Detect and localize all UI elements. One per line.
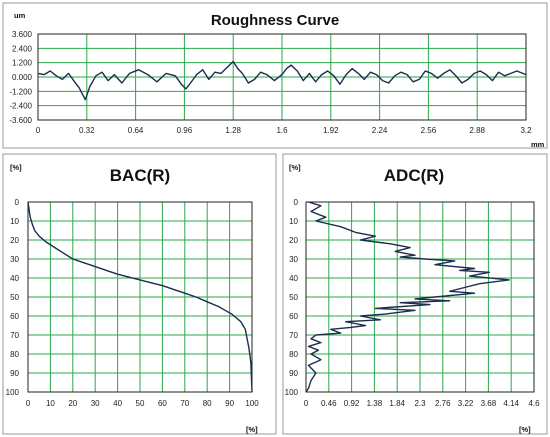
adc-x-tick-label: 3.22 (458, 399, 474, 408)
roughness-y-tick-label: 2.400 (12, 44, 33, 53)
bac-x-tick-label: 30 (91, 399, 100, 408)
roughness-x-tick-label: 0.96 (177, 126, 193, 135)
adc-y-tick-label: 40 (289, 274, 298, 283)
bac-x-tick-label: 100 (245, 399, 259, 408)
bac-y-tick-label: 40 (10, 274, 19, 283)
adc-x-tick-label: 2.76 (435, 399, 451, 408)
bac-plot-frame (27, 201, 253, 393)
adc-title: ADC(R) (384, 166, 444, 185)
roughness-x-tick-label: 0.64 (128, 126, 144, 135)
bac-x-tick-label: 20 (68, 399, 77, 408)
adc-y-tick-label: 80 (289, 350, 298, 359)
roughness-x-unit: mm (531, 140, 545, 149)
roughness-x-tick-label: 2.88 (469, 126, 485, 135)
roughness-x-tick-label: 1.28 (225, 126, 241, 135)
roughness-x-tick-label: 0.32 (79, 126, 95, 135)
roughness-x-tick-label: 2.24 (372, 126, 388, 135)
roughness-x-tick-label: 3.2 (520, 126, 532, 135)
adc-y-tick-label: 30 (289, 255, 298, 264)
bac-x-tick-label: 0 (26, 399, 31, 408)
roughness-x-tick-label: 0 (36, 126, 41, 135)
roughness-y-tick-label: 1.200 (12, 59, 33, 68)
bac-y-tick-label: 80 (10, 350, 19, 359)
roughness-x-tick-label: 1.6 (276, 126, 288, 135)
bac-x-tick-label: 90 (225, 399, 234, 408)
bac-panel: BAC(R) [%] [%] 0 10 20 30 40 50 60 70 80 90 100 0 10… (2, 153, 277, 435)
roughness-y-tick-label: -1.200 (9, 87, 32, 96)
adc-y-tick-label: 20 (289, 236, 298, 245)
bac-x-tick-label: 80 (203, 399, 212, 408)
bac-x-unit: [%] (246, 425, 258, 434)
roughness-title: Roughness Curve (211, 12, 339, 29)
bac-y-tick-label: 10 (10, 217, 19, 226)
bac-y-tick-label: 20 (10, 236, 19, 245)
bac-x-tick-label: 60 (158, 399, 167, 408)
adc-x-tick-label: 1.38 (367, 399, 383, 408)
adc-x-tick-label: 1.84 (389, 399, 405, 408)
adc-series-line (305, 201, 510, 393)
bac-y-tick-label: 70 (10, 331, 19, 340)
bac-y-tick-label: 100 (6, 388, 20, 397)
adc-panel-border (282, 153, 548, 435)
adc-x-unit: [%] (519, 425, 531, 434)
bac-y-tick-label: 50 (10, 293, 19, 302)
adc-y-tick-label: 70 (289, 331, 298, 340)
roughness-y-tick-label: 0.000 (12, 73, 33, 82)
roughness-curve-panel: Roughness Curve um mm 0 0.32 0.64 0.96 1.28 1… (2, 2, 548, 149)
roughness-y-unit: um (14, 11, 26, 20)
adc-x-tick-label: 0 (304, 399, 309, 408)
roughness-plot-frame (37, 33, 527, 121)
roughness-y-tick-label: -3.600 (9, 116, 32, 125)
adc-y-tick-label: 0 (294, 198, 299, 207)
bac-y-unit: [%] (10, 163, 22, 172)
adc-x-tick-label: 0.92 (344, 399, 360, 408)
roughness-x-tick-label: 2.56 (421, 126, 437, 135)
bac-x-tick-label: 50 (136, 399, 145, 408)
roughness-y-tick-label: 3.600 (12, 30, 33, 39)
adc-x-tick-label: 0.46 (321, 399, 337, 408)
bac-y-tick-label: 90 (10, 369, 19, 378)
adc-x-tick-label: 2.3 (414, 399, 426, 408)
bac-x-tick-label: 40 (113, 399, 122, 408)
bac-x-tick-label: 10 (46, 399, 55, 408)
adc-y-tick-label: 90 (289, 369, 298, 378)
bac-series-line (27, 201, 253, 393)
adc-plot-frame (305, 201, 535, 393)
bac-x-tick-label: 70 (180, 399, 189, 408)
adc-x-tick-label: 3.68 (481, 399, 497, 408)
adc-y-tick-label: 10 (289, 217, 298, 226)
adc-y-tick-label: 100 (285, 388, 299, 397)
adc-y-tick-label: 60 (289, 312, 298, 321)
bac-y-tick-label: 30 (10, 255, 19, 264)
adc-y-unit: [%] (289, 163, 301, 172)
roughness-y-tick-label: -2.400 (9, 102, 32, 111)
roughness-x-tick-label: 1.92 (323, 126, 339, 135)
adc-panel: ADC(R) [%] [%] 0 0.46 0.92 1.38 1.84 2.3 2.76 3… (282, 153, 548, 435)
bac-y-tick-label: 0 (15, 198, 20, 207)
roughness-series-line (37, 60, 527, 101)
bac-title: BAC(R) (110, 166, 170, 185)
adc-x-tick-label: 4.6 (528, 399, 540, 408)
bac-y-tick-label: 60 (10, 312, 19, 321)
adc-y-tick-label: 50 (289, 293, 298, 302)
adc-x-tick-label: 4.14 (503, 399, 519, 408)
